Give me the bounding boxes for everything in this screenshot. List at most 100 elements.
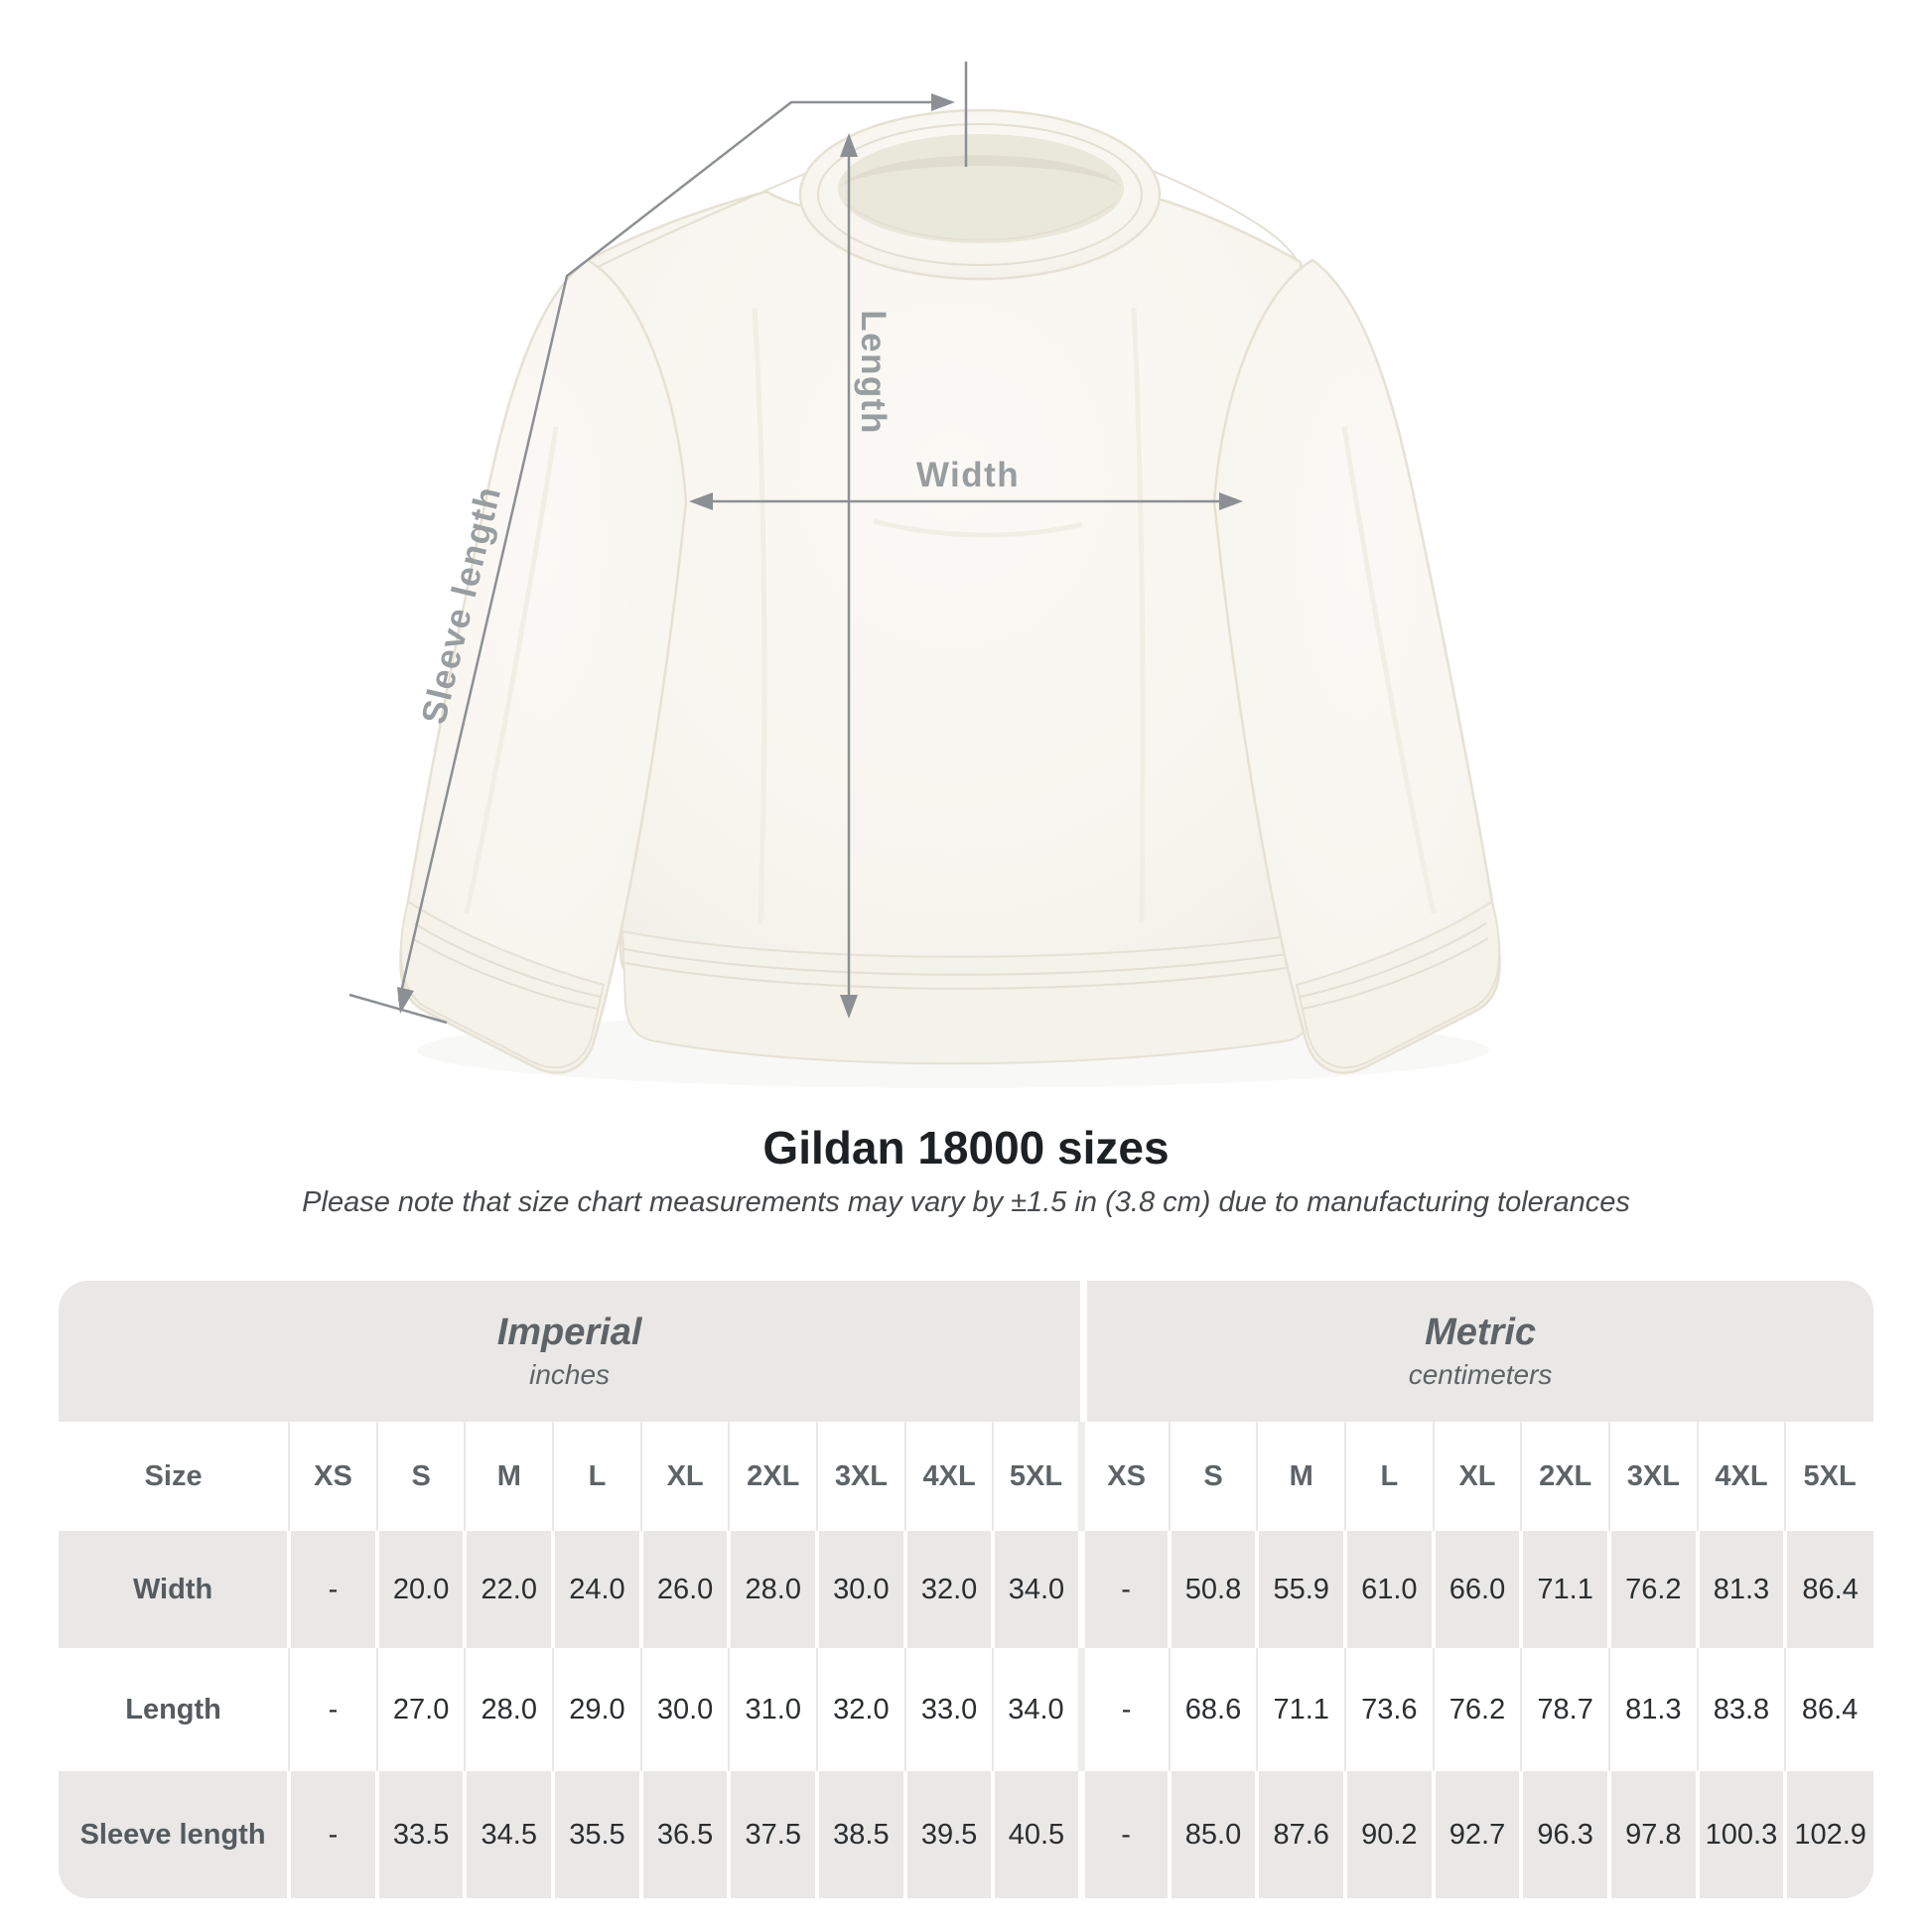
measurement-cell: 55.9 bbox=[1255, 1531, 1346, 1648]
measurement-cell: 81.3 bbox=[1607, 1648, 1698, 1771]
tolerance-note: Please note that size chart measurements… bbox=[302, 1186, 1630, 1218]
measurement-cell: - bbox=[287, 1771, 377, 1898]
measurement-cell: 83.8 bbox=[1696, 1648, 1786, 1771]
width-measure-line bbox=[689, 492, 1243, 510]
measurement-cell: 28.0 bbox=[464, 1648, 554, 1771]
measurement-cell: 33.0 bbox=[903, 1648, 994, 1771]
hem-band bbox=[621, 929, 1314, 1065]
unit-header-band: Imperial inches Metric centimeters bbox=[59, 1281, 1873, 1422]
size-header-metric-xs: XS bbox=[1077, 1422, 1170, 1531]
size-header-imperial-4xl: 4XL bbox=[903, 1422, 994, 1531]
measurement-cell: 61.0 bbox=[1343, 1531, 1434, 1648]
sleeve-measure-line bbox=[348, 62, 968, 1025]
measurement-cell: 27.0 bbox=[375, 1648, 466, 1771]
measurement-cell: 78.7 bbox=[1520, 1648, 1609, 1771]
measurement-cell: - bbox=[288, 1648, 377, 1771]
measurement-cell: 34.5 bbox=[463, 1771, 554, 1898]
measurement-cell: 33.5 bbox=[374, 1771, 466, 1898]
measurement-cell: 34.0 bbox=[992, 1648, 1082, 1771]
measurement-cell: 37.5 bbox=[727, 1771, 818, 1898]
measurement-cell: 29.0 bbox=[552, 1648, 641, 1771]
sweatshirt-diagram: Width Length Sleeve length bbox=[348, 62, 1932, 1076]
neck-ribbing bbox=[798, 108, 1162, 281]
measurement-cell: 34.0 bbox=[991, 1531, 1082, 1648]
measure-row-width: Width -20.0 22.0 24.0 26.0 28.0 30.0 32.0 34.0-5… bbox=[59, 1531, 1873, 1648]
sweatshirt-body bbox=[586, 168, 1319, 1005]
measurement-cell: 40.5 bbox=[991, 1771, 1082, 1898]
size-header-imperial-5xl: 5XL bbox=[992, 1422, 1082, 1531]
measurement-cell: - bbox=[1077, 1771, 1170, 1898]
measurement-cell: 50.8 bbox=[1167, 1531, 1258, 1648]
size-header-metric-2xl: 2XL bbox=[1520, 1422, 1609, 1531]
measurement-cell: 30.0 bbox=[815, 1531, 905, 1648]
measurement-cell: 66.0 bbox=[1431, 1531, 1522, 1648]
measurement-cell: 20.0 bbox=[374, 1531, 466, 1648]
row-label: Length bbox=[59, 1648, 290, 1771]
measurement-cell: 39.5 bbox=[902, 1771, 994, 1898]
measurement-cell: 100.3 bbox=[1695, 1771, 1786, 1898]
measurement-cell: 30.0 bbox=[639, 1648, 730, 1771]
measurement-cell: 73.6 bbox=[1344, 1648, 1434, 1771]
measurements-table: Size XS S M L XL 2XL 3XL 4XL 5XL XS S M L XL 2XL 3XL 4XL 5… bbox=[59, 1422, 1873, 1898]
measurement-cell: 85.0 bbox=[1167, 1771, 1258, 1898]
measurement-cell: 35.5 bbox=[551, 1771, 641, 1898]
length-label: Length bbox=[854, 310, 893, 435]
size-header-imperial-xs: XS bbox=[288, 1422, 377, 1531]
imperial-header: Imperial inches bbox=[59, 1281, 1081, 1422]
measurement-cell: 24.0 bbox=[551, 1531, 641, 1648]
sweatshirt-illustration: Width Length Sleeve length bbox=[348, 62, 1932, 1076]
size-header-imperial-s: S bbox=[375, 1422, 466, 1531]
length-measure-line bbox=[840, 133, 858, 1019]
size-header-imperial-3xl: 3XL bbox=[816, 1422, 905, 1531]
width-label: Width bbox=[916, 456, 1020, 494]
measurement-cell: 26.0 bbox=[638, 1531, 730, 1648]
measurement-cell: 71.1 bbox=[1256, 1648, 1346, 1771]
measurement-cell: 38.5 bbox=[815, 1771, 905, 1898]
imperial-unit: inches bbox=[529, 1359, 611, 1390]
metric-unit: centimeters bbox=[1408, 1359, 1553, 1390]
measurement-cell: 96.3 bbox=[1519, 1771, 1609, 1898]
page-title: Gildan 18000 sizes bbox=[762, 1122, 1170, 1173]
measurement-cell: 31.0 bbox=[728, 1648, 818, 1771]
size-header-metric-4xl: 4XL bbox=[1696, 1422, 1786, 1531]
measurement-cell: 76.2 bbox=[1432, 1648, 1522, 1771]
measurement-cell: 86.4 bbox=[1783, 1531, 1873, 1648]
size-header-imperial-m: M bbox=[464, 1422, 554, 1531]
measurement-cell: - bbox=[287, 1531, 377, 1648]
measurement-cell: 90.2 bbox=[1343, 1771, 1434, 1898]
measurement-cell: 92.7 bbox=[1431, 1771, 1522, 1898]
measurement-cell: 97.8 bbox=[1606, 1771, 1698, 1898]
size-header-metric-l: L bbox=[1344, 1422, 1434, 1531]
measurement-cell: 28.0 bbox=[727, 1531, 818, 1648]
measurement-cell: 32.0 bbox=[902, 1531, 994, 1648]
measurement-cell: 102.9 bbox=[1783, 1771, 1873, 1898]
size-header-imperial-2xl: 2XL bbox=[728, 1422, 818, 1531]
imperial-title: Imperial bbox=[496, 1311, 642, 1353]
size-header-imperial-l: L bbox=[552, 1422, 641, 1531]
measurement-cell: 76.2 bbox=[1606, 1531, 1698, 1648]
row-label: Sleeve length bbox=[59, 1771, 290, 1898]
size-header-metric-xl: XL bbox=[1432, 1422, 1522, 1531]
measurement-cell: 87.6 bbox=[1255, 1771, 1346, 1898]
size-header-metric-3xl: 3XL bbox=[1607, 1422, 1698, 1531]
size-header-metric-s: S bbox=[1168, 1422, 1258, 1531]
measurement-cell: 32.0 bbox=[816, 1648, 905, 1771]
row-label: Width bbox=[59, 1531, 290, 1648]
measurement-cell: 81.3 bbox=[1695, 1531, 1786, 1648]
measurement-cell: 36.5 bbox=[638, 1771, 730, 1898]
metric-header: Metric centimeters bbox=[1087, 1281, 1873, 1422]
size-table-card: Imperial inches Metric centimeters Size X… bbox=[59, 1281, 1873, 1898]
measurement-cell: - bbox=[1077, 1648, 1170, 1771]
measure-row-sleeve-length: Sleeve length -33.5 34.5 35.5 36.5 37.5 38.5 39… bbox=[59, 1771, 1873, 1898]
unit-band-divider bbox=[1080, 1281, 1088, 1422]
measure-row-length: Length -27.0 28.0 29.0 30.0 31.0 32.0 33.0 34.0-… bbox=[59, 1648, 1873, 1771]
measurement-cell: 86.4 bbox=[1784, 1648, 1873, 1771]
size-header-row: Size XS S M L XL 2XL 3XL 4XL 5XL XS S M L XL 2XL 3XL 4XL 5… bbox=[59, 1422, 1873, 1531]
size-header-imperial-xl: XL bbox=[639, 1422, 730, 1531]
size-column-header: Size bbox=[59, 1422, 290, 1531]
measurement-cell: 68.6 bbox=[1168, 1648, 1258, 1771]
measurement-cell: - bbox=[1077, 1531, 1170, 1648]
measurement-cell: 71.1 bbox=[1519, 1531, 1609, 1648]
metric-title: Metric bbox=[1425, 1311, 1537, 1353]
